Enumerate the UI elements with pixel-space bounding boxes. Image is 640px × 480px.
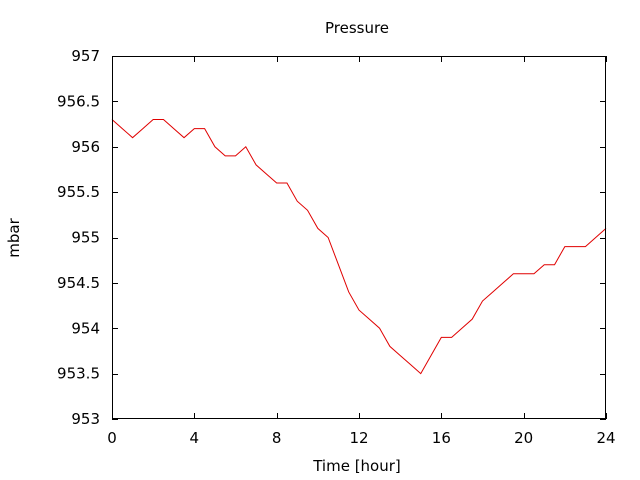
x-tick-label: 4 [190,429,200,447]
y-tick-label: 954 [71,319,100,337]
x-tick-label: 8 [272,429,282,447]
y-tick-label: 956 [71,138,100,156]
x-axis-label: Time [hour] [312,457,401,475]
axis-tick-labels: 0 4 8 12 16 20 24 953 953.5 954 954.5 955 955.5 956 95… [57,47,616,447]
chart-title: Pressure [325,19,389,37]
y-axis-label: mbar [5,217,23,257]
y-tick-label: 955 [71,229,100,247]
axis-ticks [112,56,607,420]
plot-frame [112,56,606,419]
y-tick-label: 957 [71,47,100,65]
x-tick-label: 12 [349,429,368,447]
pressure-line [111,119,607,375]
y-tick-label: 953.5 [57,365,100,383]
x-tick-label: 24 [596,429,615,447]
y-tick-label: 956.5 [57,92,100,110]
x-tick-label: 0 [107,429,117,447]
x-tick-label: 16 [432,429,451,447]
y-tick-label: 953 [71,410,100,428]
x-tick-label: 20 [514,429,533,447]
series-group [111,119,607,375]
y-tick-label: 954.5 [57,274,100,292]
y-tick-label: 955.5 [57,183,100,201]
